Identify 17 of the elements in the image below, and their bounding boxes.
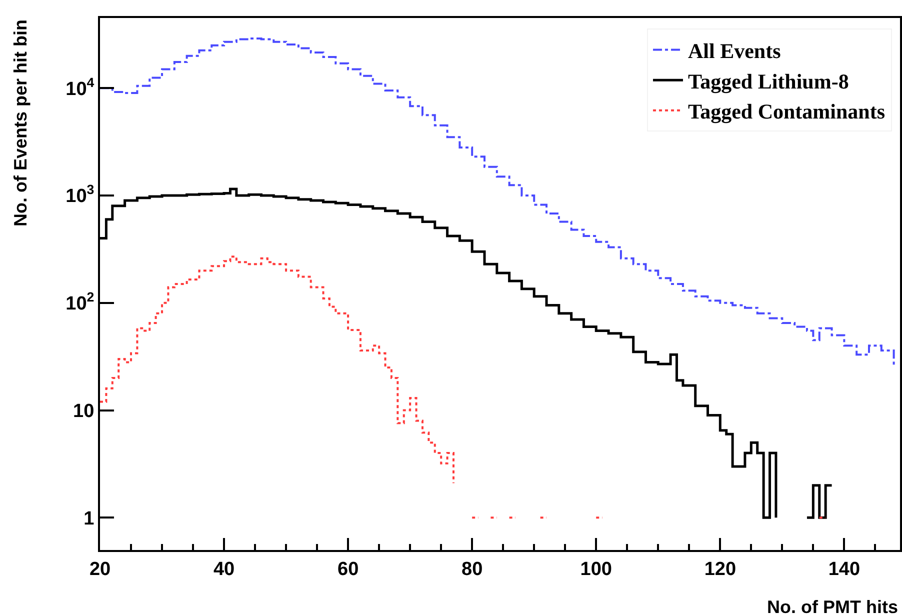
x-tick-label: 40 [213, 558, 235, 580]
x-tick-label: 60 [337, 558, 359, 580]
y-tick-label: 10 [73, 400, 94, 422]
legend-label: All Events [688, 38, 781, 63]
x-tick-label: 80 [462, 558, 483, 580]
legend-label: Tagged Contaminants [688, 100, 886, 124]
y-tick-label: 1 [84, 508, 95, 530]
y-axis-title: No. of Events per hit bin [10, 19, 30, 226]
y-tick-label: 10$^{4}$ [66, 74, 95, 100]
x-tick-label: 120 [704, 558, 736, 580]
x-tick-label: 140 [828, 558, 860, 580]
x-tick-label: 20 [89, 558, 111, 580]
y-tick-label: 10$^{3}$ [66, 182, 94, 208]
y-tick-label: 10$^{2}$ [66, 290, 94, 315]
x-tick-label: 100 [580, 558, 612, 580]
legend-label: Tagged Lithium-8 [688, 69, 849, 94]
x-axis-title: No. of PMT hits [767, 597, 898, 616]
